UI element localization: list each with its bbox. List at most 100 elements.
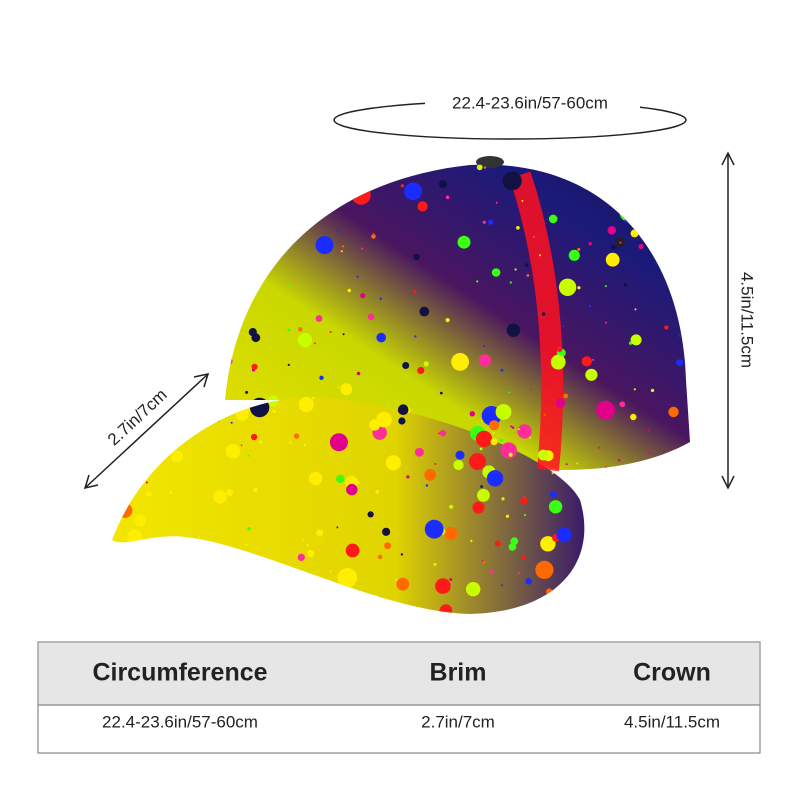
circumference-label: 22.4-23.6in/57-60cm <box>452 93 608 112</box>
paint-splatter <box>312 396 315 400</box>
paint-splatter <box>524 263 529 268</box>
paint-splatter <box>134 265 137 268</box>
paint-splatter <box>198 536 201 539</box>
paint-splatter <box>413 253 420 260</box>
paint-splatter <box>453 459 464 471</box>
paint-splatter <box>266 607 269 610</box>
paint-splatter <box>371 234 376 239</box>
paint-splatter <box>642 165 653 176</box>
paint-splatter <box>551 472 554 475</box>
paint-splatter <box>139 177 146 184</box>
paint-splatter <box>644 183 648 187</box>
paint-splatter <box>457 235 471 249</box>
paint-splatter <box>346 483 358 496</box>
paint-splatter <box>146 491 152 497</box>
paint-splatter <box>676 359 683 366</box>
paint-splatter <box>347 288 351 293</box>
paint-splatter <box>491 268 501 277</box>
paint-splatter <box>520 497 528 505</box>
paint-splatter <box>356 275 359 278</box>
paint-splatter <box>667 480 670 483</box>
paint-splatter <box>308 471 323 486</box>
paint-splatter <box>617 459 621 462</box>
paint-splatter <box>123 557 141 575</box>
paint-splatter <box>514 268 517 271</box>
paint-splatter <box>604 466 607 469</box>
paint-splatter <box>516 226 520 230</box>
paint-splatter <box>612 570 618 576</box>
paint-splatter <box>647 452 650 454</box>
paint-splatter <box>329 331 332 333</box>
table-cell: 4.5in/11.5cm <box>624 712 720 731</box>
paint-splatter <box>247 527 251 531</box>
paint-splatter <box>396 577 410 591</box>
paint-splatter <box>112 596 122 613</box>
paint-splatter <box>555 398 566 408</box>
paint-splatter <box>287 284 290 287</box>
paint-splatter <box>511 426 515 429</box>
paint-splatter <box>379 297 382 300</box>
paint-splatter <box>438 180 448 189</box>
paint-splatter <box>148 369 151 372</box>
cap-seam-panel <box>509 171 564 472</box>
paint-splatter <box>607 570 611 573</box>
paint-splatter <box>546 588 553 595</box>
paint-splatter <box>628 563 631 566</box>
paint-splatter <box>451 353 469 371</box>
paint-splatter <box>425 484 429 487</box>
paint-splatter <box>136 468 148 481</box>
paint-splatter <box>671 530 686 545</box>
paint-splatter <box>490 438 498 446</box>
paint-splatter <box>646 512 649 515</box>
paint-splatter <box>548 500 563 514</box>
paint-splatter <box>398 417 406 425</box>
paint-splatter <box>682 245 690 261</box>
paint-splatter <box>605 252 620 267</box>
paint-splatter <box>130 362 137 369</box>
paint-splatter <box>678 334 681 337</box>
arrow-heads <box>721 151 735 490</box>
paint-splatter <box>475 430 493 448</box>
paint-splatter <box>263 591 266 594</box>
paint-splatter <box>557 587 573 603</box>
paint-splatter <box>414 335 417 338</box>
paint-splatter <box>397 404 409 416</box>
paint-splatter <box>136 256 156 276</box>
paint-splatter <box>162 292 165 295</box>
paint-splatter <box>478 354 492 367</box>
paint-splatter <box>500 368 504 372</box>
paint-splatter <box>568 249 580 261</box>
paint-splatter <box>418 164 437 171</box>
paint-splatter <box>404 182 422 201</box>
paint-splatter <box>668 406 679 418</box>
table-header-row <box>38 642 760 705</box>
paint-splatter <box>287 328 291 332</box>
paint-splatter <box>267 223 279 234</box>
paint-splatter <box>521 199 524 202</box>
paint-splatter <box>339 248 342 252</box>
paint-splatter <box>683 323 687 326</box>
paint-splatter <box>250 433 258 441</box>
paint-splatter <box>298 327 303 332</box>
paint-splatter <box>210 368 219 377</box>
paint-splatter <box>472 501 485 514</box>
table-header-cell: Brim <box>430 659 487 687</box>
paint-splatter <box>340 383 353 396</box>
paint-splatter <box>148 434 161 447</box>
paint-splatter <box>609 173 613 177</box>
paint-splatter <box>174 269 177 272</box>
paint-splatter <box>269 223 272 227</box>
paint-splatter <box>306 543 310 547</box>
paint-splatter <box>151 164 169 173</box>
paint-splatter <box>117 503 133 518</box>
paint-splatter <box>329 570 332 573</box>
paint-splatter <box>621 179 625 182</box>
paint-splatter <box>633 588 646 601</box>
paint-splatter <box>372 232 375 235</box>
paint-splatter <box>130 221 133 224</box>
paint-splatter <box>672 559 690 577</box>
paint-splatter <box>298 396 314 413</box>
paint-splatter <box>149 326 157 334</box>
paint-splatter <box>633 388 636 391</box>
